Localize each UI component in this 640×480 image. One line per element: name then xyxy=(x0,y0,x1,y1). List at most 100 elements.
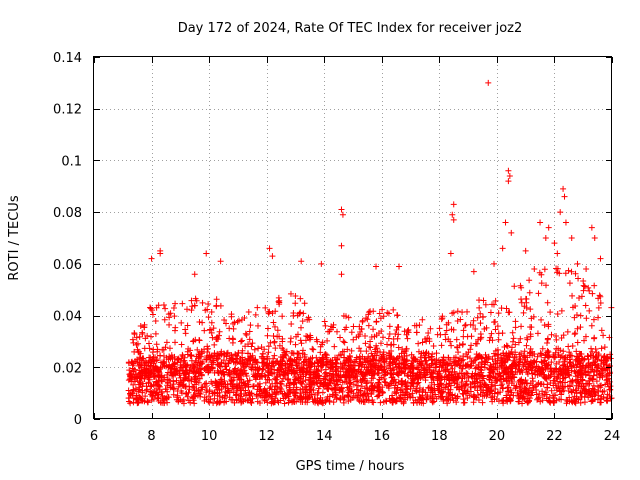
data-point xyxy=(537,398,544,405)
data-point xyxy=(487,334,494,341)
data-point xyxy=(461,322,468,329)
data-point xyxy=(301,300,308,307)
data-point xyxy=(205,301,212,308)
data-point xyxy=(372,360,379,367)
data-point xyxy=(524,371,531,378)
data-point xyxy=(458,365,465,372)
data-point xyxy=(411,376,418,383)
data-point xyxy=(204,306,211,313)
data-point xyxy=(474,314,481,321)
data-point xyxy=(245,350,252,357)
data-point xyxy=(580,356,587,363)
data-point xyxy=(176,372,183,379)
data-point xyxy=(568,353,575,360)
data-point xyxy=(504,353,511,360)
data-point xyxy=(264,355,271,362)
data-point xyxy=(401,364,408,371)
data-point xyxy=(264,399,271,406)
data-point xyxy=(515,363,522,370)
data-point xyxy=(446,368,453,375)
y-tick-label: 0.12 xyxy=(53,103,82,118)
data-point xyxy=(206,387,213,394)
data-point xyxy=(196,375,203,382)
data-point xyxy=(553,385,560,392)
data-point xyxy=(133,334,140,341)
data-point xyxy=(316,377,323,384)
data-point xyxy=(413,329,420,336)
data-point xyxy=(454,308,461,315)
data-point xyxy=(299,318,306,325)
data-point xyxy=(269,253,276,260)
data-point xyxy=(131,330,138,337)
data-point xyxy=(538,280,545,287)
data-point xyxy=(353,356,360,363)
data-point xyxy=(589,397,596,404)
data-point xyxy=(171,327,178,334)
data-point xyxy=(153,341,160,348)
data-point xyxy=(508,363,515,370)
data-point xyxy=(577,373,584,380)
data-point xyxy=(556,270,563,277)
data-point xyxy=(573,390,580,397)
data-point xyxy=(155,302,162,309)
data-point xyxy=(279,354,286,361)
data-point xyxy=(166,345,173,352)
data-point xyxy=(394,386,401,393)
data-point xyxy=(492,347,499,354)
data-point xyxy=(419,394,426,401)
data-point xyxy=(545,372,552,379)
data-point xyxy=(230,359,237,366)
data-point xyxy=(568,235,575,241)
data-point xyxy=(438,380,445,387)
data-point xyxy=(544,366,551,373)
data-point xyxy=(572,357,579,364)
data-point xyxy=(370,326,377,333)
data-point xyxy=(341,339,348,346)
data-point xyxy=(170,381,177,388)
data-point xyxy=(566,356,573,363)
data-point xyxy=(571,314,578,321)
data-point xyxy=(211,369,218,376)
data-point xyxy=(304,395,311,402)
data-point xyxy=(501,343,508,350)
data-point xyxy=(301,384,308,391)
data-point xyxy=(347,396,354,403)
data-point xyxy=(585,356,592,363)
data-point xyxy=(239,395,246,402)
data-point xyxy=(143,365,150,372)
data-point xyxy=(377,349,384,356)
data-point xyxy=(264,325,271,332)
data-point xyxy=(577,324,584,331)
data-point xyxy=(135,381,142,388)
data-point xyxy=(381,378,388,385)
data-point xyxy=(584,353,591,360)
data-point xyxy=(133,341,140,348)
data-point xyxy=(280,347,287,354)
data-point xyxy=(356,358,363,365)
data-point xyxy=(172,371,179,378)
data-point xyxy=(137,323,144,330)
data-point xyxy=(443,373,450,380)
data-point xyxy=(554,250,561,257)
data-point xyxy=(273,389,280,396)
x-tick-label: 12 xyxy=(258,429,275,444)
data-point xyxy=(314,390,321,397)
data-point xyxy=(275,399,282,406)
data-point xyxy=(362,332,369,339)
data-point xyxy=(337,377,344,384)
data-point xyxy=(341,326,348,333)
data-point xyxy=(307,366,314,373)
data-point xyxy=(392,331,399,338)
data-point xyxy=(361,377,368,384)
data-point xyxy=(427,389,434,396)
data-point xyxy=(495,310,502,317)
data-point xyxy=(557,378,564,385)
data-point xyxy=(314,358,321,365)
data-point xyxy=(407,393,414,400)
data-point xyxy=(504,388,511,395)
data-point xyxy=(486,372,493,379)
data-point xyxy=(280,375,287,382)
data-point xyxy=(179,300,186,307)
data-point xyxy=(377,385,384,392)
data-point xyxy=(518,384,525,391)
